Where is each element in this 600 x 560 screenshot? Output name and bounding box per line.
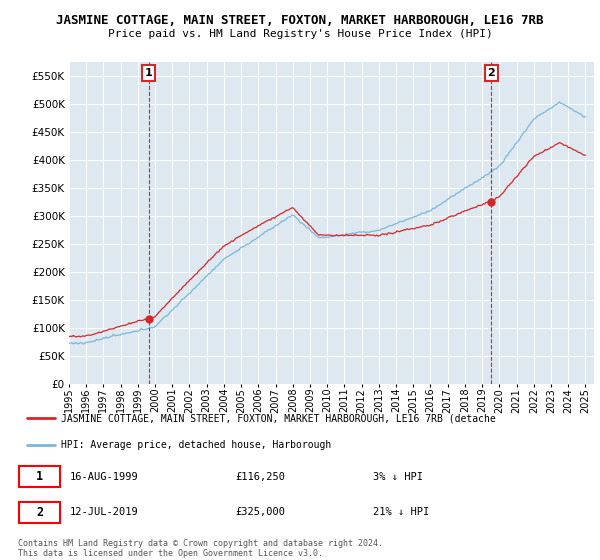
Text: £325,000: £325,000	[236, 507, 286, 517]
Text: 1: 1	[36, 470, 43, 483]
Text: HPI: Average price, detached house, Harborough: HPI: Average price, detached house, Harb…	[61, 440, 331, 450]
FancyBboxPatch shape	[19, 502, 61, 522]
Text: £116,250: £116,250	[236, 472, 286, 482]
Text: Price paid vs. HM Land Registry's House Price Index (HPI): Price paid vs. HM Land Registry's House …	[107, 29, 493, 39]
Text: This data is licensed under the Open Government Licence v3.0.: This data is licensed under the Open Gov…	[18, 549, 323, 558]
Text: 1: 1	[145, 68, 152, 78]
Text: Contains HM Land Registry data © Crown copyright and database right 2024.: Contains HM Land Registry data © Crown c…	[18, 539, 383, 548]
Text: 16-AUG-1999: 16-AUG-1999	[70, 472, 139, 482]
Text: 3% ↓ HPI: 3% ↓ HPI	[373, 472, 423, 482]
FancyBboxPatch shape	[19, 466, 61, 487]
Text: 12-JUL-2019: 12-JUL-2019	[70, 507, 139, 517]
Text: 2: 2	[36, 506, 43, 519]
Text: JASMINE COTTAGE, MAIN STREET, FOXTON, MARKET HARBOROUGH, LE16 7RB: JASMINE COTTAGE, MAIN STREET, FOXTON, MA…	[56, 14, 544, 27]
Text: 2: 2	[487, 68, 495, 78]
Text: JASMINE COTTAGE, MAIN STREET, FOXTON, MARKET HARBOROUGH, LE16 7RB (detache: JASMINE COTTAGE, MAIN STREET, FOXTON, MA…	[61, 413, 496, 423]
Text: 21% ↓ HPI: 21% ↓ HPI	[373, 507, 430, 517]
